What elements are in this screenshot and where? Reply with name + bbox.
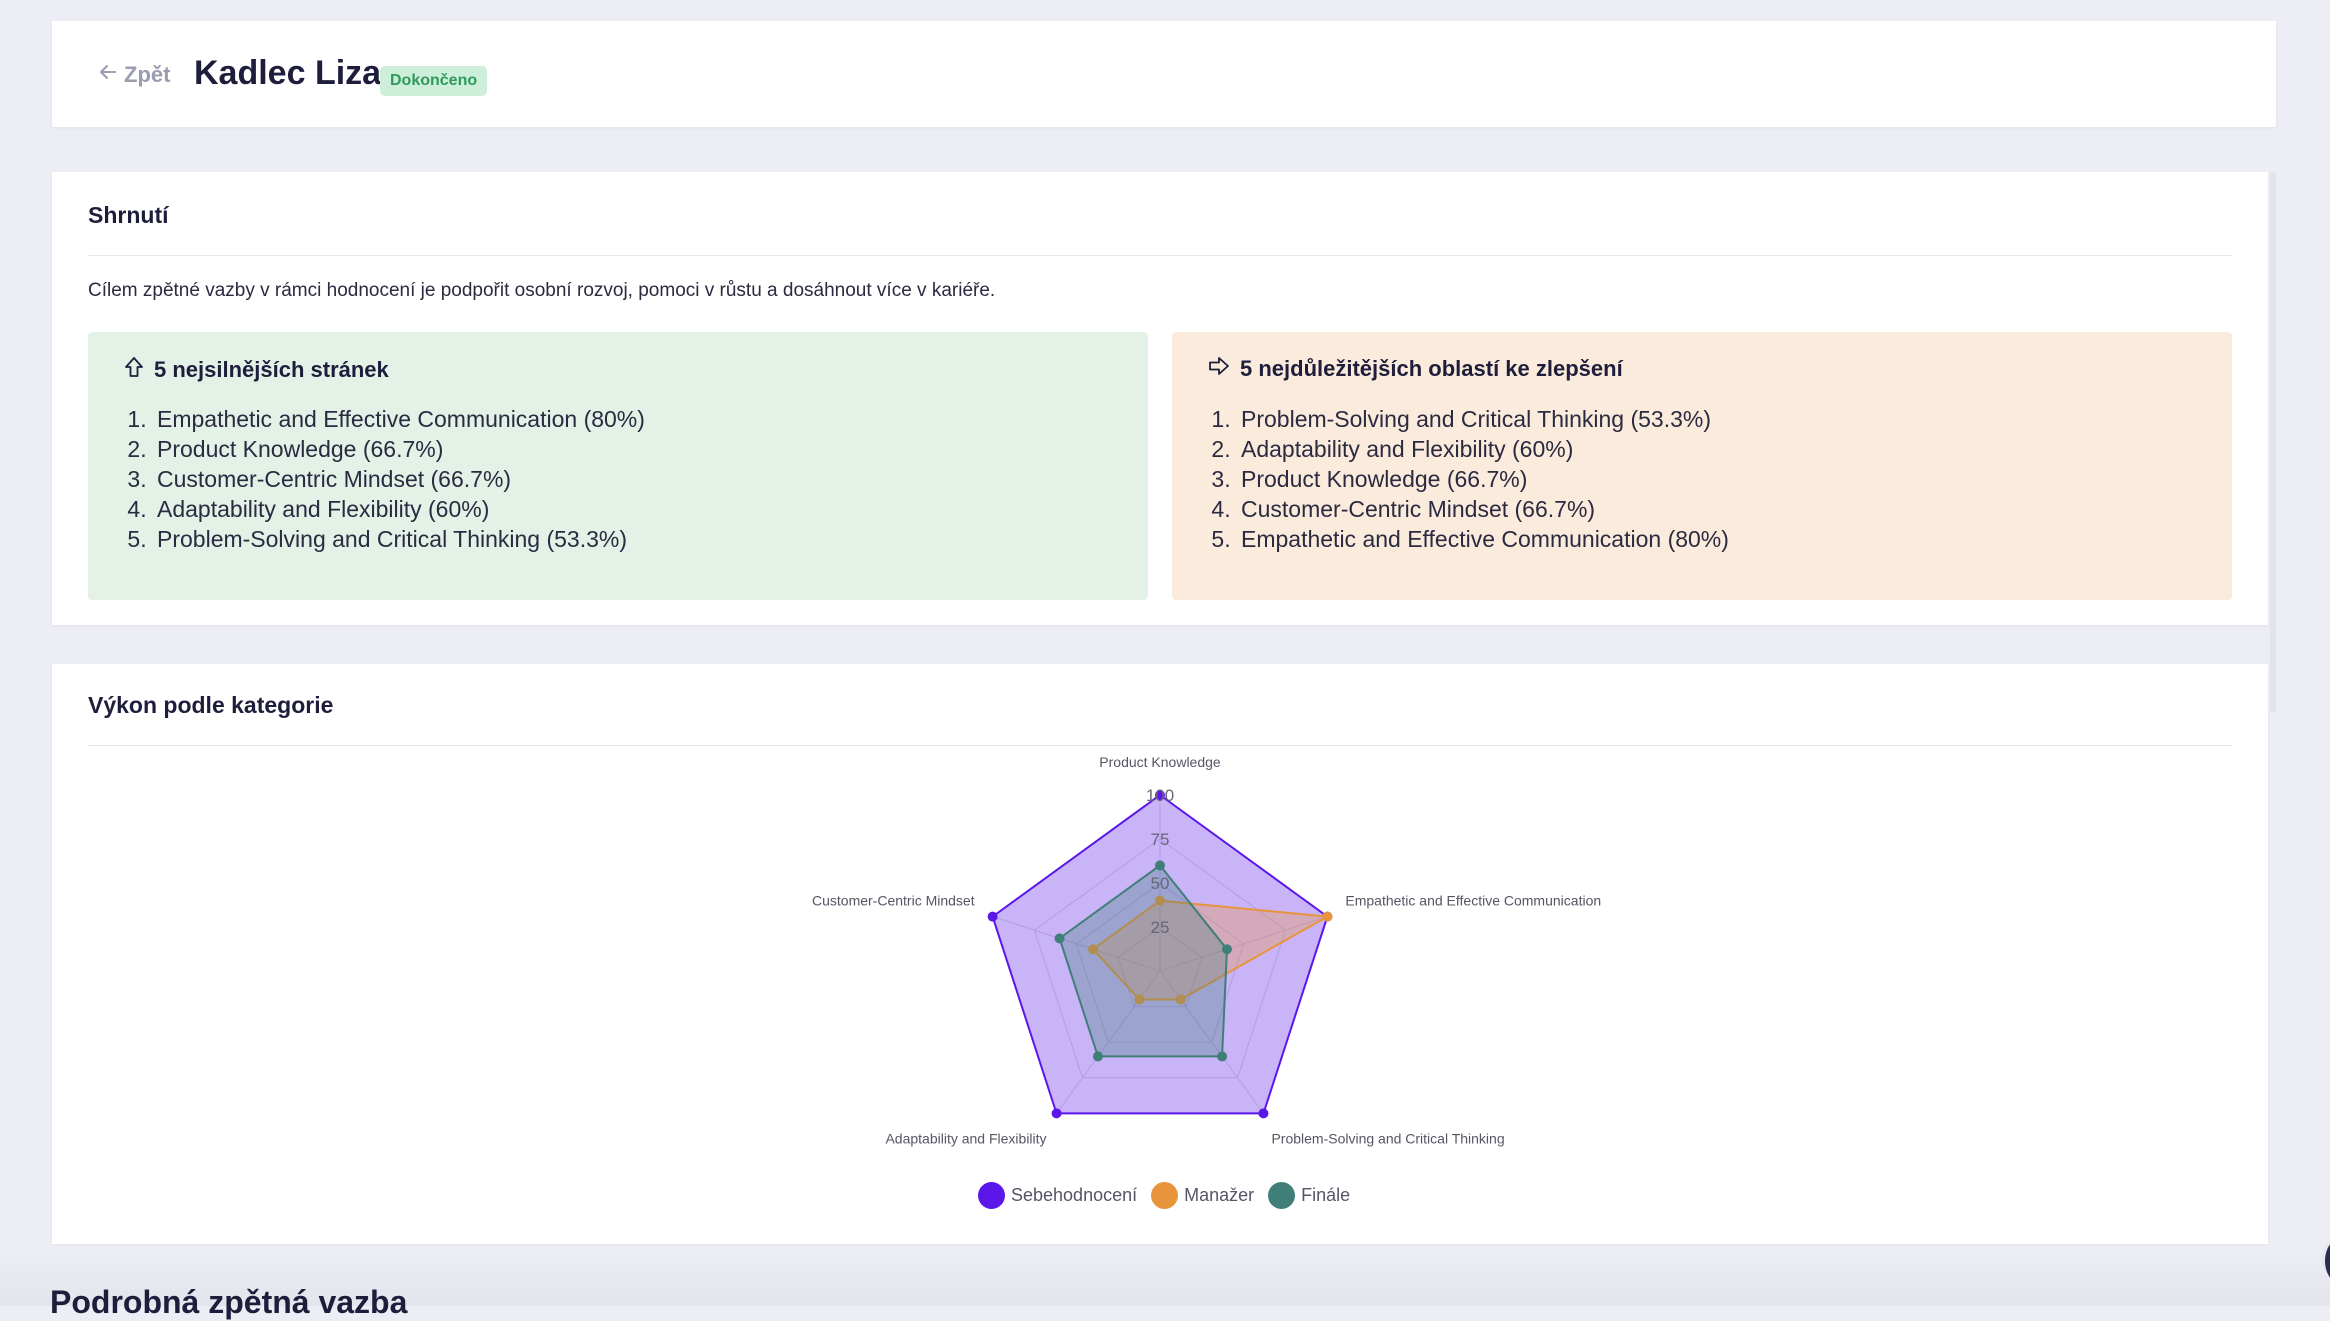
legend-label: Finále bbox=[1301, 1185, 1351, 1205]
list-item: Empathetic and Effective Communication (… bbox=[1237, 524, 1729, 554]
performance-card: Výkon podle kategorie 25 50 75 100 Product K… bbox=[52, 664, 2268, 1244]
radar-data-point bbox=[1217, 1051, 1228, 1062]
strengths-title-row: 5 nejsilnějších stránek bbox=[124, 356, 389, 384]
list-item: Product Knowledge (66.7%) bbox=[1237, 464, 1729, 494]
radar-grid-ring bbox=[1033, 838, 1287, 1079]
radar-series-area bbox=[1058, 864, 1228, 1058]
strengths-box: 5 nejsilnějších stránek Empathetic and E… bbox=[88, 332, 1148, 600]
arrow-right-icon bbox=[1208, 356, 1230, 382]
radar-tick-label: 25 bbox=[1151, 918, 1170, 937]
performance-divider bbox=[88, 745, 2232, 746]
summary-title: Shrnutí bbox=[88, 202, 169, 228]
legend-item[interactable]: Sebehodnocení bbox=[978, 1182, 1137, 1209]
radar-data-point bbox=[1092, 1051, 1103, 1062]
radar-axis-label: Adaptability and Flexibility bbox=[885, 1130, 1046, 1146]
radar-grid-ring bbox=[1075, 882, 1245, 1043]
radar-tick-label: 50 bbox=[1151, 874, 1170, 893]
legend-item[interactable]: Finále bbox=[1268, 1182, 1350, 1209]
radar-series-area bbox=[1091, 899, 1331, 1001]
strengths-list: Empathetic and Effective Communication (… bbox=[124, 404, 645, 554]
radar-grid-ring bbox=[1117, 926, 1203, 1008]
radar-axis-label: Empathetic and Effective Communication bbox=[1345, 893, 1601, 909]
radar-data-point bbox=[1051, 1108, 1062, 1119]
legend-swatch bbox=[978, 1182, 1005, 1209]
improvements-title: 5 nejdůležitějších oblastí ke zlepšení bbox=[1240, 356, 1623, 381]
legend-swatch bbox=[1268, 1182, 1296, 1209]
strengths-title: 5 nejsilnějších stránek bbox=[154, 357, 389, 382]
legend-label: Manažer bbox=[1184, 1185, 1255, 1205]
status-badge: Dokončeno bbox=[380, 66, 488, 96]
legend-swatch bbox=[1151, 1182, 1179, 1209]
radar-tick-label: 100 bbox=[1146, 786, 1174, 805]
page-title: Kadlec Liza bbox=[194, 54, 382, 92]
list-item: Product Knowledge (66.7%) bbox=[153, 434, 645, 464]
radar-data-point bbox=[987, 911, 998, 922]
improvements-title-row: 5 nejdůležitějších oblastí ke zlepšení bbox=[1208, 356, 1623, 382]
radar-axis-label: Customer-Centric Mindset bbox=[812, 893, 975, 909]
scrollbar[interactable] bbox=[2270, 172, 2276, 712]
radar-spoke bbox=[992, 916, 1161, 972]
list-item: Customer-Centric Mindset (66.7%) bbox=[153, 464, 645, 494]
radar-spoke bbox=[1056, 970, 1161, 1114]
list-item: Empathetic and Effective Communication (… bbox=[153, 404, 645, 434]
bottom-fade bbox=[0, 1250, 2330, 1306]
radar-tick-label: 75 bbox=[1151, 830, 1170, 849]
summary-card: Shrnutí Cílem zpětné vazby v rámci hodno… bbox=[52, 172, 2268, 625]
performance-title: Výkon podle kategorie bbox=[88, 692, 334, 718]
summary-divider bbox=[88, 255, 2232, 256]
list-item: Adaptability and Flexibility (60%) bbox=[153, 494, 645, 524]
legend-item[interactable]: Manažer bbox=[1151, 1182, 1254, 1209]
improvements-box: 5 nejdůležitějších oblastí ke zlepšení P… bbox=[1172, 332, 2232, 600]
radar-chart: 25 50 75 100 Product Knowledge Empathetic and… bbox=[812, 754, 1601, 1146]
radar-data-point bbox=[1054, 933, 1065, 944]
list-item: Problem-Solving and Critical Thinking (5… bbox=[153, 524, 645, 554]
radar-data-point bbox=[1155, 860, 1165, 871]
radar-data-point bbox=[1155, 895, 1165, 906]
radar-data-point bbox=[1221, 944, 1232, 955]
list-item: Customer-Centric Mindset (66.7%) bbox=[1237, 494, 1729, 524]
radar-data-point bbox=[1155, 790, 1165, 800]
radar-axis-label: Product Knowledge bbox=[1099, 754, 1221, 770]
radar-spoke bbox=[1159, 970, 1264, 1114]
radar-data-point bbox=[1322, 911, 1333, 922]
back-label: Zpět bbox=[124, 62, 171, 87]
back-button[interactable]: Zpět bbox=[98, 62, 170, 88]
chart-legend: Sebehodnocení Manažer Finále bbox=[978, 1182, 1350, 1209]
radar-series-area bbox=[991, 793, 1329, 1115]
summary-intro: Cílem zpětné vazby v rámci hodnocení je … bbox=[88, 280, 996, 301]
legend-label: Sebehodnocení bbox=[1011, 1185, 1138, 1205]
arrow-left-icon bbox=[98, 62, 118, 88]
list-item: Adaptability and Flexibility (60%) bbox=[1237, 434, 1729, 464]
arrow-up-icon bbox=[124, 356, 144, 384]
radar-data-point bbox=[1258, 1108, 1269, 1119]
radar-data-point bbox=[1175, 994, 1186, 1005]
list-item: Problem-Solving and Critical Thinking (5… bbox=[1237, 404, 1729, 434]
radar-axis-label: Problem-Solving and Critical Thinking bbox=[1271, 1130, 1504, 1146]
radar-data-point bbox=[1088, 944, 1099, 955]
radar-spoke bbox=[1159, 916, 1328, 972]
detail-feedback-heading: Podrobná zpětná vazba bbox=[50, 1284, 408, 1320]
improvements-list: Problem-Solving and Critical Thinking (5… bbox=[1208, 404, 1729, 554]
radar-data-point bbox=[1134, 994, 1145, 1005]
